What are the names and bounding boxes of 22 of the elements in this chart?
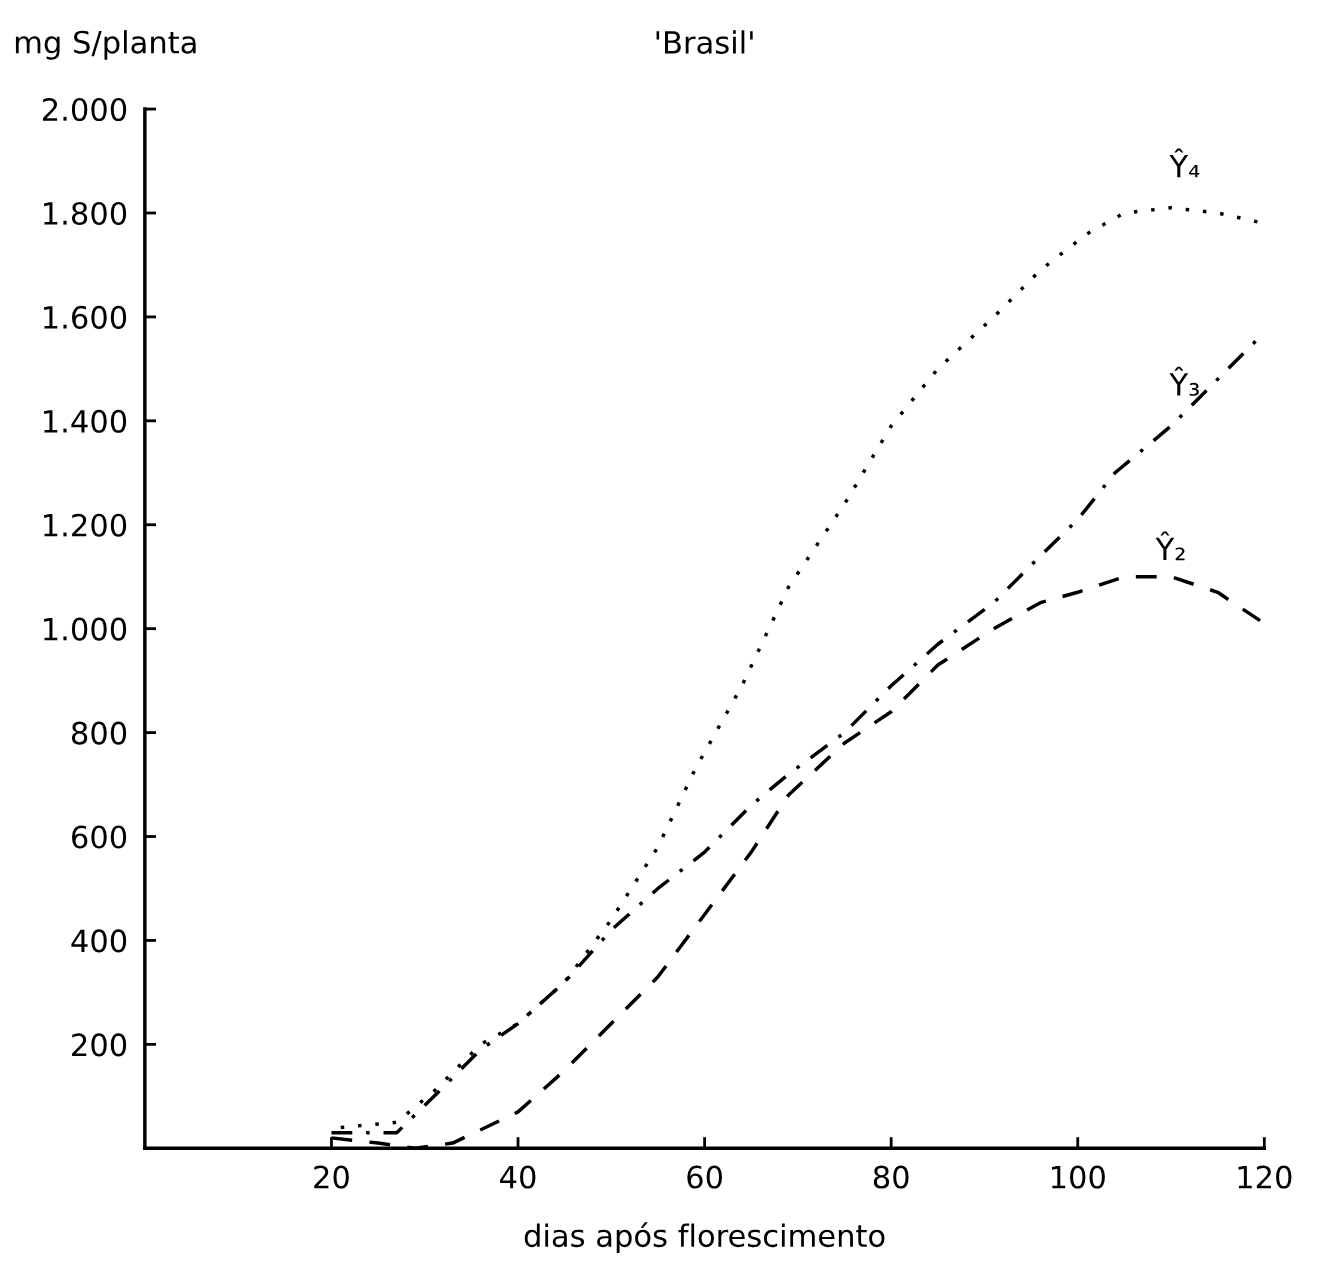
y-tick-label: 200 <box>72 1033 127 1057</box>
x-tick-label: 80 <box>873 1165 909 1189</box>
y-axis-title: mg S/planta <box>15 30 196 60</box>
y-tick-label: 800 <box>71 721 127 745</box>
x-tick-label: 100 <box>1051 1165 1105 1189</box>
y-tick-label: 1.000 <box>44 617 127 641</box>
series-label: Ŷ₂ <box>1155 531 1185 561</box>
x-tick-label: 120 <box>1238 1165 1292 1189</box>
y-tick-label: 1.800 <box>44 201 127 226</box>
x-tick-label: 60 <box>687 1165 723 1189</box>
chart-title: 'Brasil' <box>656 30 753 54</box>
y-tick-label: 2.000 <box>42 97 127 122</box>
series-label: Ŷ₃ <box>1169 366 1199 396</box>
y-tick-label: 600 <box>72 825 127 849</box>
y-tick-label: 1.200 <box>44 513 127 537</box>
y-tick-label: 1.400 <box>44 409 127 433</box>
x-axis-title: dias após florescimento <box>524 1222 885 1254</box>
x-tick-label: 20 <box>314 1165 349 1189</box>
x-tick-label: 40 <box>500 1165 536 1189</box>
y-tick-label: 400 <box>71 929 127 953</box>
y-tick-label: 1.600 <box>44 305 127 329</box>
series-label: Ŷ₄ <box>1169 148 1200 178</box>
